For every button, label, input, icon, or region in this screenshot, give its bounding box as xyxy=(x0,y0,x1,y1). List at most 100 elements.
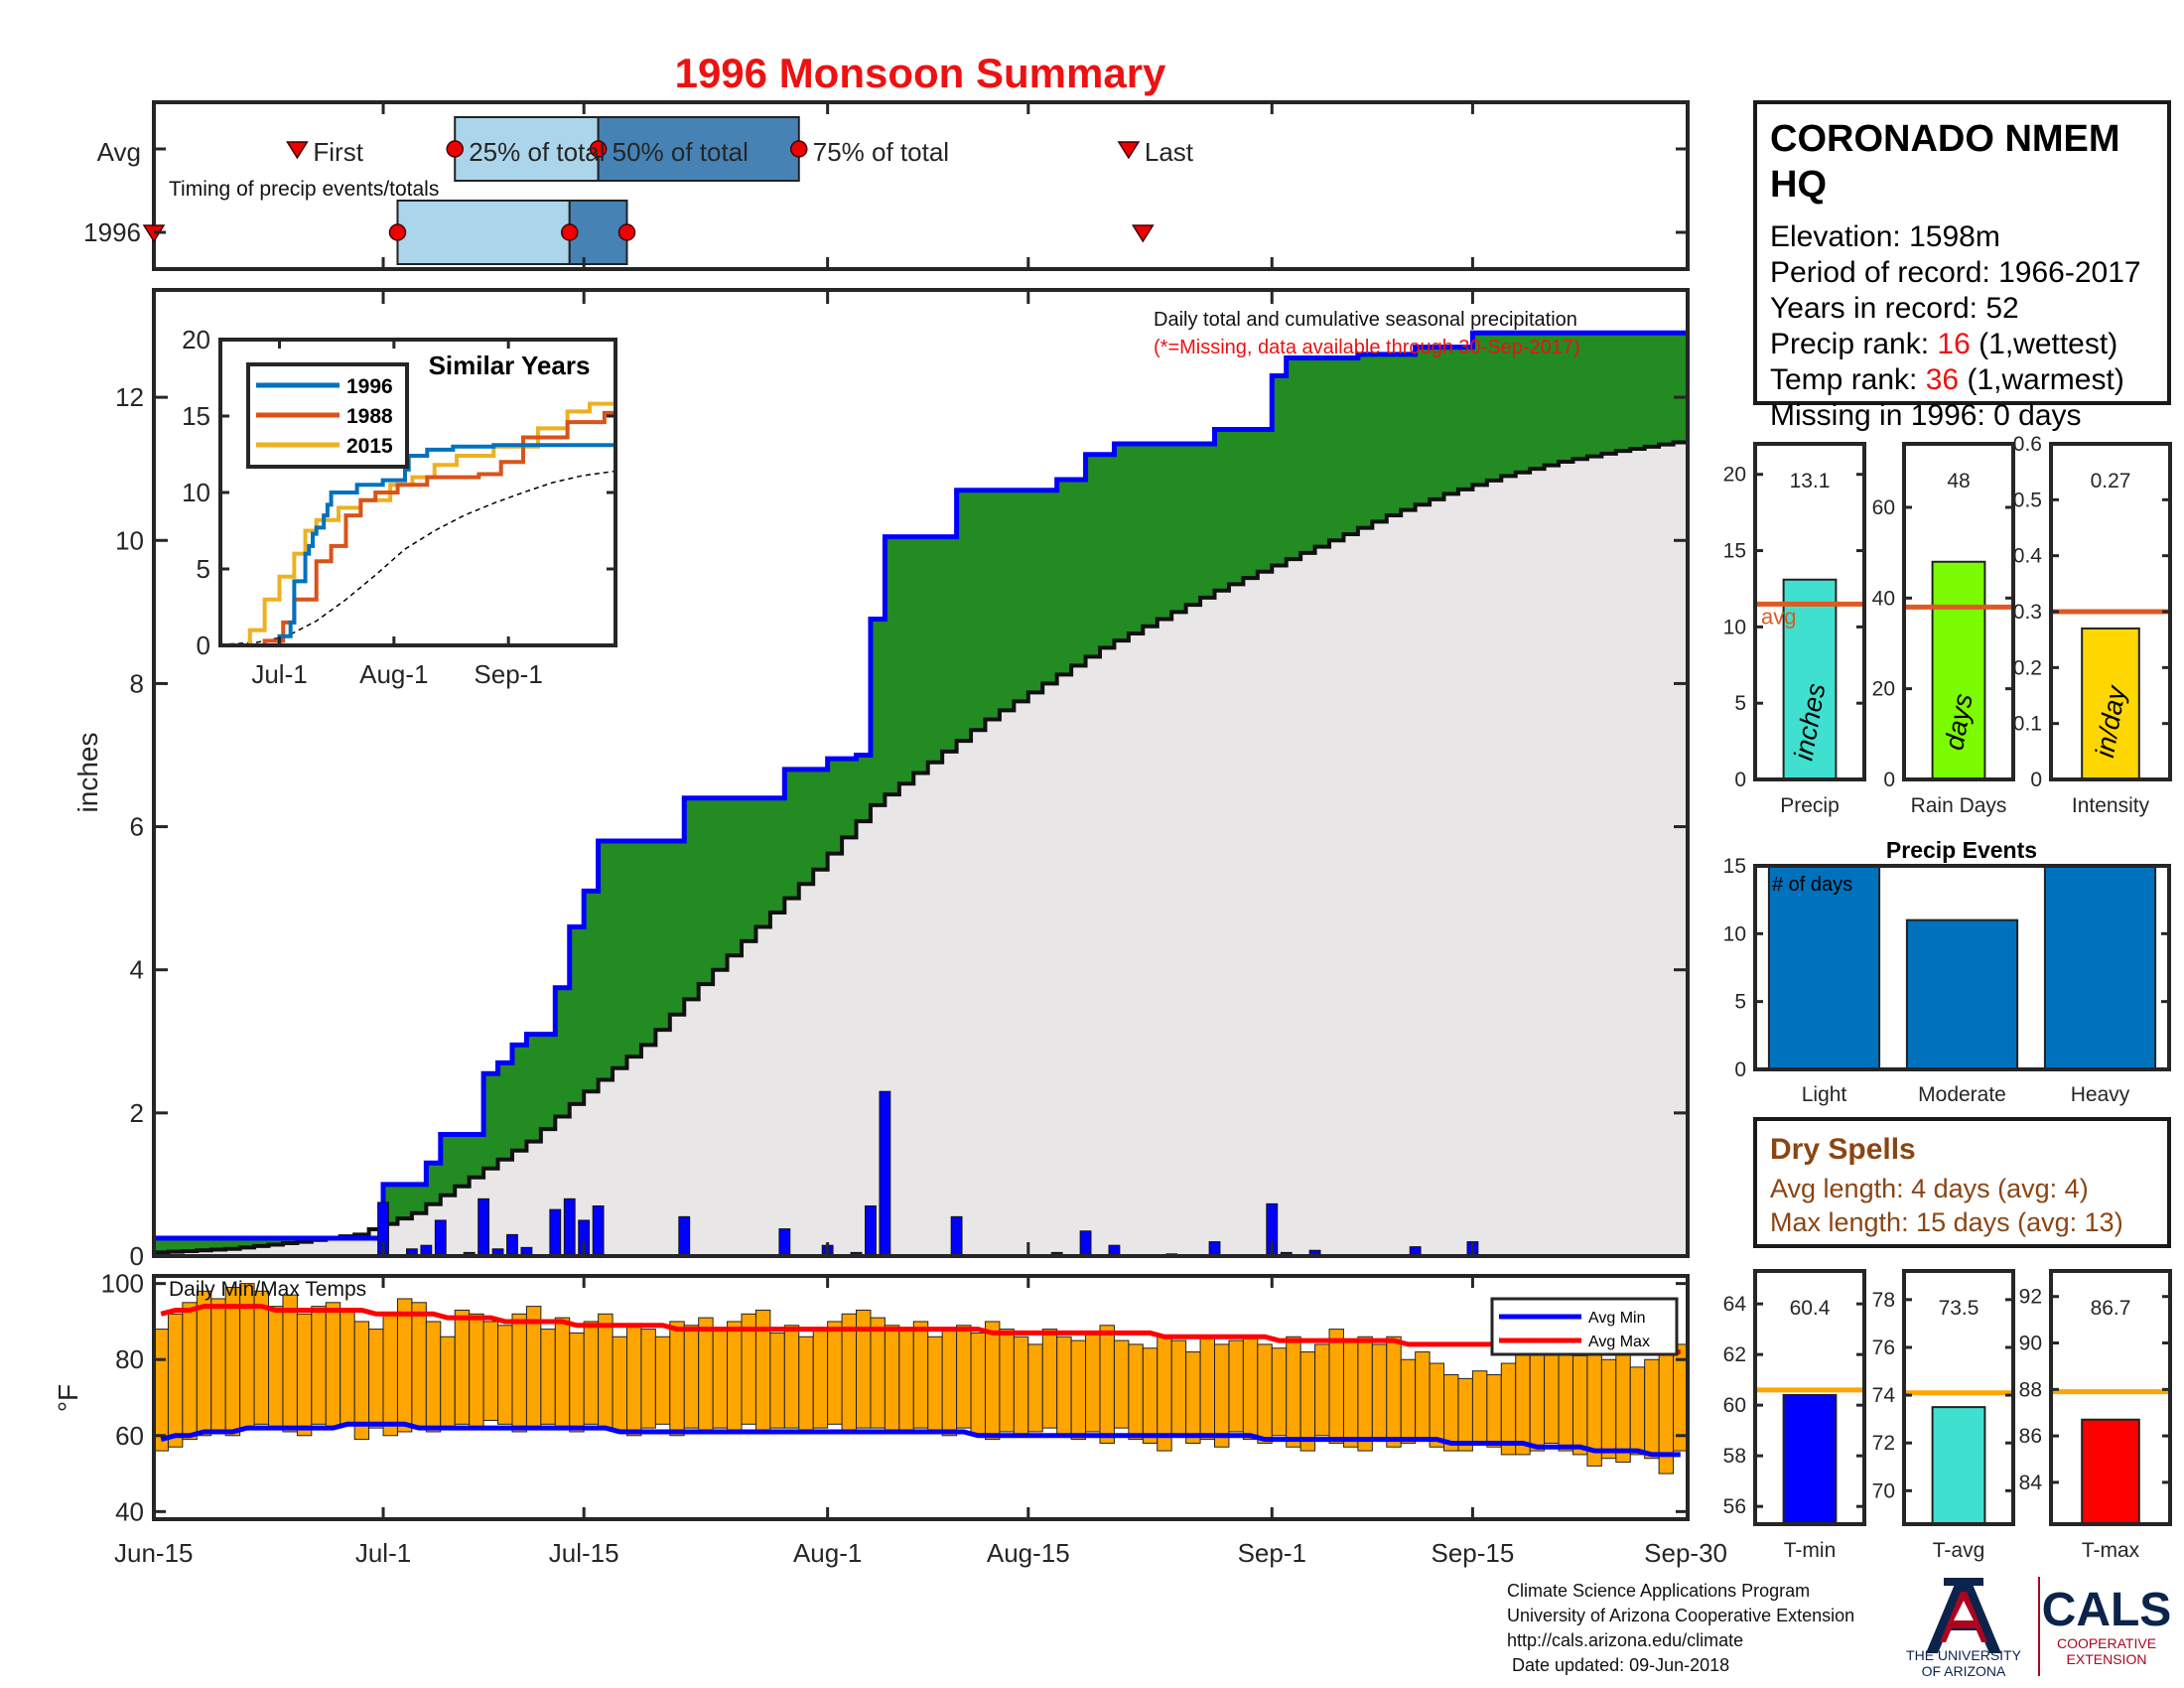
summary-ytick-label: 0.2 xyxy=(2013,656,2042,679)
ua-logo-line-2: OF ARIZONA xyxy=(1922,1663,2006,1679)
summary-ytick-label: 10 xyxy=(1723,616,1746,638)
summary-ytick-label: 60 xyxy=(1723,1394,1746,1417)
summary-value-label: 0.27 xyxy=(2091,470,2131,492)
inset-ytick-label: 5 xyxy=(197,554,210,584)
daily-temp-bar xyxy=(1027,1343,1043,1433)
summary-ytick-label: 90 xyxy=(2019,1333,2042,1355)
daily-temp-bar xyxy=(253,1290,270,1425)
daily-temp-bar xyxy=(167,1313,184,1448)
events-axes xyxy=(1753,864,2171,1071)
timing-panel: First 25% of total 50% of total 75% of tota… xyxy=(83,100,1690,271)
timing-label-25: 25% of total xyxy=(469,137,605,167)
daily-precip-bar xyxy=(592,1205,605,1257)
timing-marker-last xyxy=(1131,224,1155,243)
summary-bar-Intensity xyxy=(2081,627,2140,781)
daily-temp-bar xyxy=(368,1329,384,1429)
timing-marker-p75 xyxy=(790,140,808,158)
footer-line-3: http://cals.arizona.edu/climate xyxy=(1507,1630,1743,1650)
summary-ytick-label: 92 xyxy=(2019,1286,2042,1309)
daily-temp-bar xyxy=(268,1306,284,1429)
timing-box-25-50 xyxy=(454,116,600,182)
daily-temp-bar xyxy=(1271,1347,1288,1437)
summary-ytick-label: 0.5 xyxy=(2013,489,2042,511)
summary-bar-Precip xyxy=(1782,578,1838,781)
daily-temp-bar xyxy=(698,1317,714,1433)
daily-temp-bar xyxy=(1471,1370,1488,1444)
date-axis-label: Aug-15 xyxy=(987,1538,1070,1568)
daily-temp-bar xyxy=(654,1336,671,1425)
daily-precip-bar xyxy=(950,1215,963,1257)
station-name: CORONADO NMEM HQ xyxy=(1770,118,2120,206)
inset-xtick-label: Sep-1 xyxy=(474,659,542,689)
daily-temp-bar xyxy=(1041,1329,1058,1429)
station-period: Period of record: 1966-2017 xyxy=(1770,256,2141,289)
daily-temp-bar xyxy=(411,1302,427,1429)
summary-category-label: Precip xyxy=(1780,794,1840,817)
summary-bar-Rain Days xyxy=(1931,560,1986,781)
precip-ylabel: inches xyxy=(72,733,103,813)
daily-precip-bar xyxy=(478,1197,490,1257)
daily-precip-bar xyxy=(778,1228,791,1257)
date-axis-label: Jul-15 xyxy=(549,1538,619,1568)
daily-temp-bar xyxy=(340,1309,355,1425)
daily-temp-bar xyxy=(1644,1358,1660,1460)
summary-ytick-label: 15 xyxy=(1723,540,1746,563)
daily-temp-bar xyxy=(1515,1351,1531,1456)
event-category-label: Heavy xyxy=(2071,1083,2130,1106)
daily-temp-bar xyxy=(1099,1325,1115,1444)
daily-temp-bar xyxy=(554,1317,571,1429)
daily-temp-bar xyxy=(497,1325,513,1425)
similar-years-inset: 0 5 10 15 20 Jul-1 Aug-1 Sep-1 Similar Years 19… xyxy=(182,325,617,689)
summary-bar-T-avg xyxy=(1931,1406,1986,1526)
summary-ytick-label: 0 xyxy=(1883,769,1895,791)
daily-temp-bar xyxy=(296,1313,313,1437)
summary-bar-T-max xyxy=(2081,1418,2140,1525)
precip-ytick-label: 8 xyxy=(130,668,144,698)
average-cumulative-area xyxy=(154,440,1688,1256)
cumulative-1996-line xyxy=(154,330,1688,1241)
inset-xtick-label: Jul-1 xyxy=(251,659,307,689)
date-axis-label: Sep-1 xyxy=(1238,1538,1306,1568)
summary-ytick-label: 74 xyxy=(1872,1384,1896,1407)
dry-spells-avg: Avg length: 4 days (avg: 4) xyxy=(1770,1174,2089,1203)
date-axis-label: Sep-30 xyxy=(1644,1538,1727,1568)
daily-precip-bar xyxy=(1079,1230,1092,1257)
daily-temp-bar xyxy=(712,1329,729,1429)
legend-label-1996: 1996 xyxy=(346,375,393,398)
cals-logo-text: CALS xyxy=(2042,1584,2172,1636)
legend-label-avg-min: Avg Min xyxy=(1588,1310,1646,1327)
daily-precip-bar xyxy=(1208,1241,1221,1257)
daily-precip-bar xyxy=(549,1208,562,1257)
summary-value-label: 73.5 xyxy=(1939,1297,1979,1320)
daily-temp-bar xyxy=(182,1302,198,1441)
daily-temp-bar xyxy=(325,1302,341,1429)
daily-temp-bar xyxy=(1242,1336,1259,1441)
temp-ytick-label: 80 xyxy=(115,1344,144,1374)
daily-temp-bar xyxy=(1328,1329,1344,1444)
temp-axes xyxy=(152,1274,1690,1521)
summary-ytick-label: 0 xyxy=(1734,769,1746,791)
daily-temp-bar xyxy=(1170,1339,1187,1437)
daily-temp-bar xyxy=(525,1306,542,1429)
events-title: Precip Events xyxy=(1886,837,2037,863)
daily-temp-bar xyxy=(1257,1343,1273,1444)
daily-precip-bar xyxy=(506,1233,518,1257)
inset-title: Similar Years xyxy=(429,351,591,380)
event-category-label: Moderate xyxy=(1918,1083,2006,1106)
daily-temp-bar xyxy=(827,1321,843,1425)
daily-temp-bar xyxy=(669,1321,685,1437)
daily-temp-bar xyxy=(454,1309,471,1425)
events-count-label: # of days xyxy=(1772,874,1852,896)
summary-axes xyxy=(1753,442,1866,781)
timing-marker-p75 xyxy=(617,223,636,241)
timing-label-last: Last xyxy=(1145,137,1194,167)
inset-ytick-label: 15 xyxy=(182,401,210,431)
dry-spells-border xyxy=(1753,1117,2171,1248)
daily-temp-bar xyxy=(1070,1339,1087,1441)
footer-line-4: Date updated: 09-Jun-2018 xyxy=(1507,1655,1729,1675)
station-box-border xyxy=(1753,100,2171,405)
daily-temp-bar xyxy=(884,1325,900,1433)
station-elevation: Elevation: 1598m xyxy=(1770,220,2000,253)
daily-temp-bar xyxy=(625,1325,642,1437)
